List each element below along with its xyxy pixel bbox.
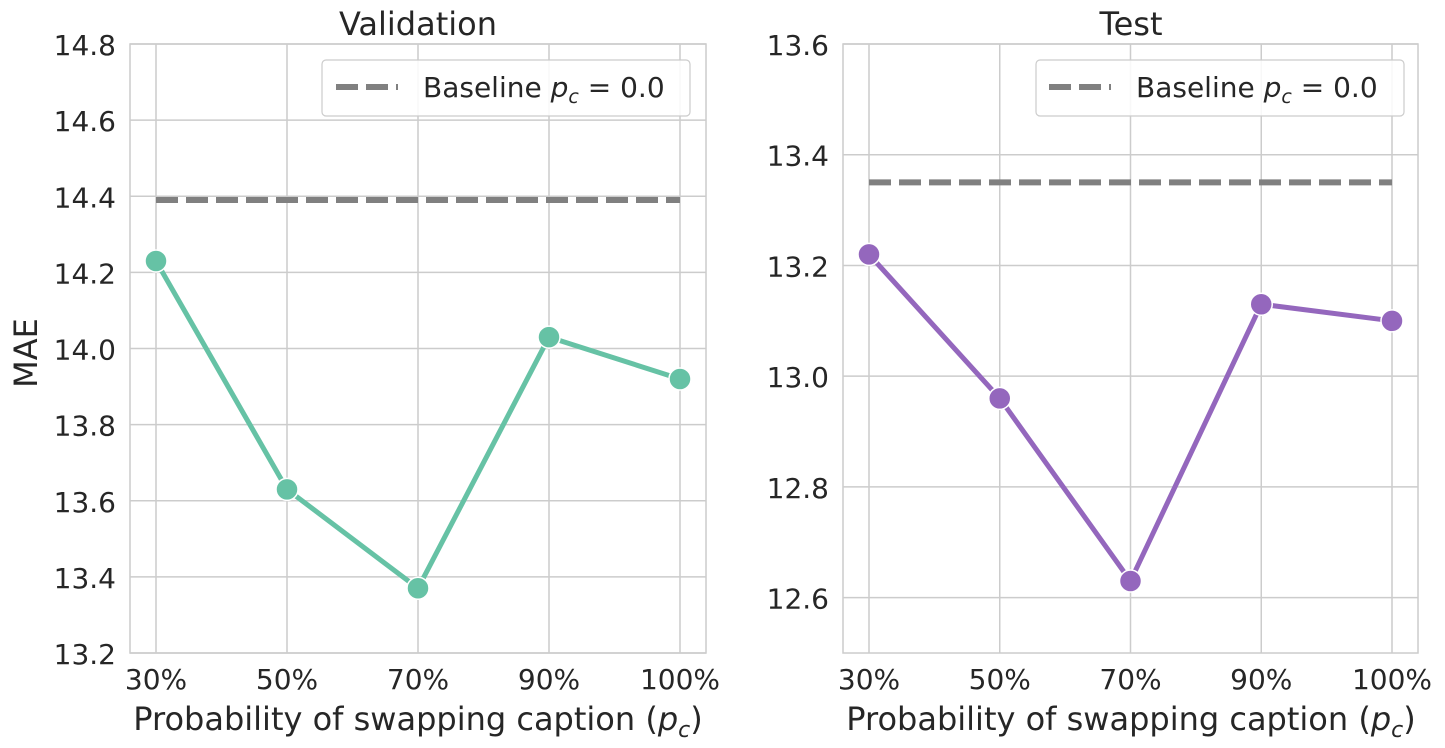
y-tick-label: 13.6 — [54, 486, 116, 519]
test-panel: 12.6 12.8 13.0 13.2 13.4 13.6 30% 50% 70% 90% 100… — [767, 5, 1432, 743]
data-point — [144, 249, 168, 273]
y-tick-label: 14.0 — [54, 334, 116, 367]
y-tick-label: 13.4 — [767, 140, 829, 173]
y-tick-label: 13.6 — [767, 29, 829, 62]
x-axis-label-symbol: p — [1370, 700, 1391, 738]
x-axis-label-text: Probability of swapping caption — [133, 700, 635, 738]
x-axis-label-symbol: p — [657, 700, 678, 738]
data-point — [537, 325, 561, 349]
x-tick-label: 70% — [387, 663, 449, 696]
legend-label-subscript: c — [1281, 86, 1292, 108]
series-layer — [857, 242, 1404, 593]
legend: Baseline pc = 0.0 — [1035, 59, 1405, 117]
data-point — [406, 576, 430, 601]
x-tick-label: 50% — [969, 663, 1031, 696]
data-point — [1249, 292, 1273, 316]
data-point — [1118, 569, 1143, 593]
y-tick-label: 14.8 — [54, 29, 116, 62]
legend-label-prefix: Baseline — [423, 71, 542, 104]
legend-label-symbol: p — [550, 71, 569, 104]
y-tick-label: 12.8 — [767, 472, 829, 505]
legend-baseline-label: Baseline pc = 0.0 — [423, 71, 665, 108]
y-tick-labels: 12.6 12.8 13.0 13.2 13.4 13.6 — [767, 29, 829, 616]
x-tick-label: 100% — [1352, 663, 1432, 696]
x-tick-label: 30% — [125, 663, 187, 696]
chart-title: Validation — [339, 5, 497, 43]
x-tick-label: 30% — [838, 663, 900, 696]
chart-title: Test — [1098, 5, 1162, 43]
legend-label-prefix: Baseline — [1136, 71, 1255, 104]
x-tick-label: 90% — [518, 663, 580, 696]
plot-frame — [842, 43, 1419, 654]
series-layer — [144, 249, 692, 601]
x-tick-labels: 30% 50% 70% 90% 100% — [838, 663, 1432, 696]
validation-panel: 13.2 13.4 13.6 13.8 14.0 14.2 14.4 14.6 14.8 30%… — [7, 5, 720, 743]
y-axis-label: MAE — [7, 318, 45, 388]
legend-box — [1035, 59, 1405, 117]
data-point — [668, 367, 692, 391]
x-tick-label: 50% — [256, 663, 318, 696]
y-tick-label: 14.2 — [54, 257, 116, 290]
y-tick-label: 13.4 — [54, 562, 116, 595]
x-tick-label: 70% — [1099, 663, 1161, 696]
x-tick-labels: 30% 50% 70% 90% 100% — [125, 663, 720, 696]
y-tick-label: 12.6 — [767, 583, 829, 616]
y-tick-label: 13.2 — [767, 250, 829, 283]
y-tick-label: 13.8 — [54, 410, 116, 443]
legend-label-value: = 0.0 — [579, 71, 665, 104]
data-point — [1380, 309, 1404, 333]
data-point — [275, 477, 299, 502]
x-axis-label-text: Probability of swapping caption — [846, 700, 1348, 738]
x-tick-label: 90% — [1230, 663, 1292, 696]
y-tick-label: 14.4 — [54, 181, 116, 214]
data-point — [857, 242, 881, 267]
legend-label-symbol: p — [1263, 71, 1282, 104]
x-axis-label: Probability of swapping caption (pc) — [133, 700, 702, 743]
x-tick-label: 100% — [640, 663, 720, 696]
y-tick-labels: 13.2 13.4 13.6 13.8 14.0 14.2 14.4 14.6 14.8 — [54, 29, 116, 671]
plot-frame — [129, 43, 707, 654]
data-point — [988, 386, 1012, 411]
y-tick-label: 13.2 — [54, 638, 116, 671]
x-axis-label: Probability of swapping caption (pc) — [846, 700, 1415, 743]
legend: Baseline pc = 0.0 — [321, 59, 691, 117]
legend-label-subscript: c — [568, 86, 579, 108]
legend-label-value: = 0.0 — [1292, 71, 1378, 104]
y-tick-label: 13.0 — [767, 361, 829, 394]
legend-baseline-label: Baseline pc = 0.0 — [1136, 71, 1378, 108]
x-axis-label-subscript: c — [678, 718, 690, 743]
y-tick-label: 14.6 — [54, 105, 116, 138]
x-axis-label-subscript: c — [1391, 718, 1403, 743]
legend-box — [321, 59, 691, 117]
